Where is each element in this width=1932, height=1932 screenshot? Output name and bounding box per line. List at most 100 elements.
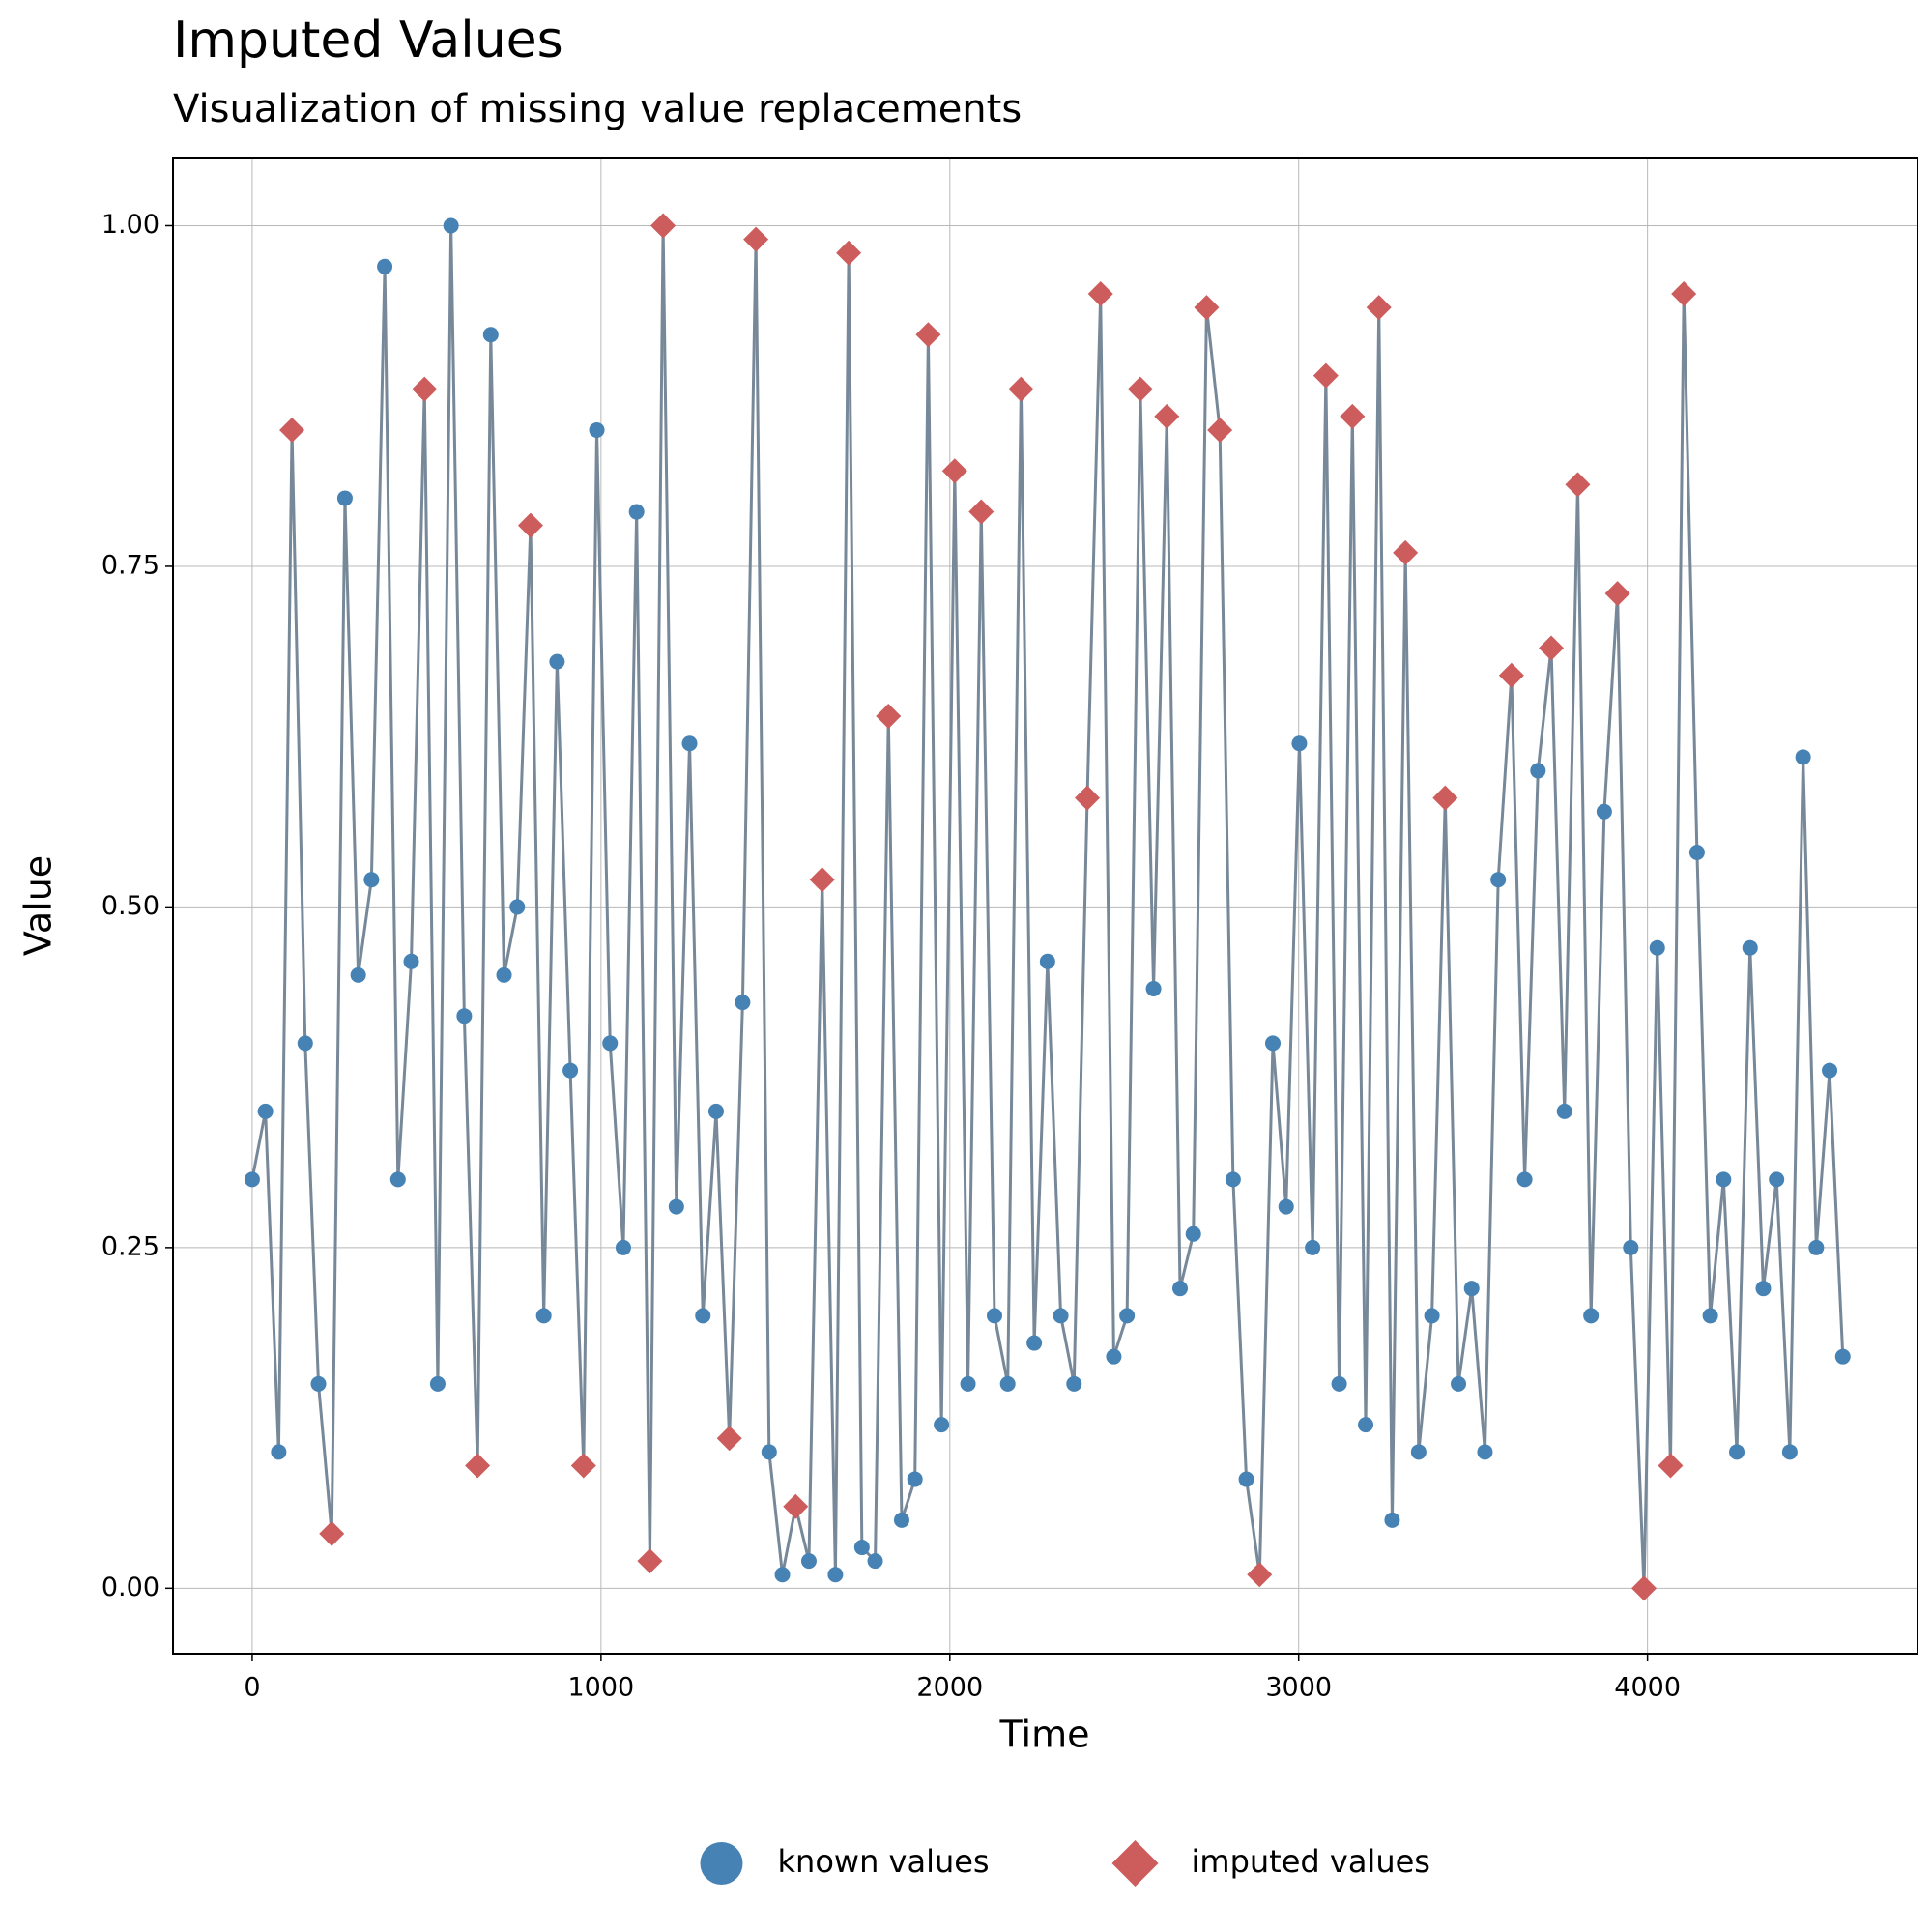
- y-tick-label: 0.75: [101, 550, 159, 580]
- line-segment: [410, 389, 426, 962]
- x-axis-title: Time: [999, 1714, 1090, 1756]
- line-segment: [542, 661, 559, 1316]
- known-point: [589, 421, 605, 438]
- imputed-point: [1631, 1575, 1658, 1601]
- known-point: [1410, 1444, 1427, 1460]
- imputed-point: [836, 240, 862, 266]
- known-point: [1424, 1308, 1440, 1324]
- known-point: [1490, 872, 1507, 888]
- known-point: [1755, 1281, 1772, 1297]
- imputed-point: [876, 704, 902, 730]
- line-segment: [807, 879, 824, 1562]
- imputed-point: [1087, 280, 1113, 306]
- y-tick-label: 0.25: [101, 1231, 159, 1261]
- known-point: [509, 899, 526, 915]
- known-point: [1795, 749, 1811, 765]
- y-axis-title: Value: [17, 855, 60, 956]
- line-segment: [728, 1002, 744, 1439]
- legend-label: imputed values: [1192, 1843, 1430, 1880]
- known-point: [1463, 1281, 1480, 1297]
- imputed-point: [1671, 280, 1697, 306]
- line-segment: [1443, 797, 1460, 1384]
- line-segment: [1814, 1070, 1831, 1248]
- line-segment: [926, 334, 943, 1426]
- known-point: [1822, 1062, 1838, 1079]
- line-segment: [568, 1070, 586, 1466]
- line-segment: [1470, 1288, 1486, 1453]
- imputed-point: [1498, 662, 1524, 688]
- line-segment: [1377, 307, 1394, 1520]
- known-point: [1278, 1198, 1294, 1215]
- line-segment: [264, 1110, 280, 1453]
- known-point: [893, 1512, 909, 1528]
- line-segment: [979, 511, 996, 1316]
- line-segment: [317, 1383, 333, 1535]
- line-segment: [1139, 389, 1156, 990]
- imputed-point: [517, 512, 543, 538]
- line-segment: [740, 239, 758, 1003]
- known-point: [615, 1239, 631, 1255]
- x-tick-label: 1000: [567, 1673, 634, 1703]
- line-segment: [847, 252, 864, 1548]
- known-point: [549, 653, 565, 670]
- imputed-point: [941, 458, 967, 484]
- imputed-point: [1658, 1453, 1684, 1479]
- series-points: [279, 213, 1697, 1601]
- known-point: [429, 1375, 446, 1392]
- known-point: [496, 966, 512, 983]
- known-point: [363, 872, 380, 888]
- known-point: [1039, 953, 1055, 969]
- line-segment: [436, 225, 453, 1384]
- line-segment: [1390, 552, 1407, 1520]
- imputed-point: [279, 417, 305, 443]
- known-point: [1729, 1444, 1745, 1460]
- known-point: [1649, 939, 1665, 956]
- imputed-point: [319, 1520, 345, 1546]
- line-segment: [1549, 648, 1567, 1111]
- line-segment: [1006, 389, 1023, 1384]
- imputed-point: [783, 1493, 809, 1519]
- y-tick-label: 0.00: [101, 1572, 159, 1602]
- imputed-point: [1565, 472, 1591, 498]
- line-segment: [1019, 389, 1036, 1343]
- imputed-point: [412, 376, 438, 402]
- imputed-point: [1312, 362, 1339, 389]
- line-segment: [276, 429, 294, 1453]
- known-point: [986, 1308, 1002, 1324]
- x-tick-label: 2000: [916, 1673, 983, 1703]
- imputed-point: [1194, 295, 1220, 321]
- line-segment: [1032, 961, 1050, 1343]
- chart-subtitle: Visualization of missing value replaceme…: [173, 87, 1022, 131]
- line-segment: [1152, 416, 1168, 990]
- line-segment: [330, 498, 347, 1534]
- known-point: [934, 1417, 950, 1433]
- series-points: [244, 217, 1851, 1583]
- known-point: [1451, 1375, 1467, 1392]
- legend-label: known values: [778, 1843, 990, 1880]
- known-point: [1742, 939, 1758, 956]
- line-segment: [1616, 593, 1632, 1248]
- known-point: [403, 953, 419, 969]
- line-segment: [1656, 947, 1672, 1466]
- known-point: [1185, 1226, 1201, 1242]
- imputed-point: [1207, 417, 1233, 443]
- imputed-point: [1366, 295, 1392, 321]
- imputed-point: [1539, 635, 1565, 661]
- line-segment: [582, 429, 599, 1466]
- imputed-point: [1432, 785, 1458, 811]
- known-point: [1331, 1375, 1347, 1392]
- imputed-point: [716, 1426, 742, 1452]
- legend-marker: [700, 1842, 743, 1885]
- line-segment: [1257, 1043, 1275, 1575]
- line-segment: [1642, 947, 1659, 1589]
- imputed-point: [968, 499, 995, 525]
- line-segment: [1456, 1287, 1474, 1385]
- line-segment: [966, 511, 983, 1384]
- line-segment: [635, 511, 651, 1562]
- line-segment: [396, 961, 414, 1180]
- line-segment: [874, 716, 890, 1562]
- known-point: [999, 1375, 1016, 1392]
- line-segment: [754, 239, 771, 1453]
- known-point: [297, 1035, 313, 1052]
